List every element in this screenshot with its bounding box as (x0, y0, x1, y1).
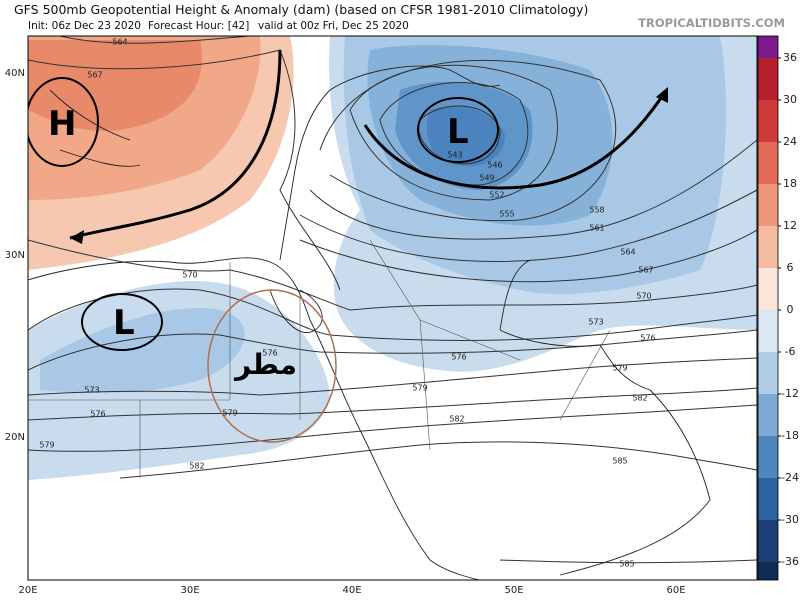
contour-label: 576 (640, 334, 655, 343)
contour-label: 579 (412, 384, 427, 393)
lat-label: 20N (5, 432, 25, 443)
contour-label: 561 (589, 224, 604, 233)
contour-label: 582 (632, 394, 647, 403)
lon-label: 50E (504, 585, 523, 596)
anomaly-cold (426, 106, 505, 167)
contour-label: 567 (87, 71, 102, 80)
contour-label: 582 (449, 415, 464, 424)
contour-label: 582 (189, 462, 204, 471)
high-label: H (48, 104, 76, 144)
contour-label: 552 (489, 191, 504, 200)
lon-label: 40E (342, 585, 361, 596)
colorbar-label: 12 (783, 219, 797, 232)
height-contours (28, 36, 757, 564)
contour-label: 585 (612, 457, 627, 466)
colorbar-label: -24 (781, 471, 799, 484)
contour-label: 576 (451, 353, 466, 362)
colorbar-label: 30 (783, 93, 797, 106)
anomaly-cold (40, 308, 245, 393)
lon-label: 20E (18, 585, 37, 596)
contour-label: 579 (612, 364, 627, 373)
contour-label: 573 (84, 386, 99, 395)
contour-labels: 5645675705735765795825765795435465495525… (39, 38, 655, 569)
colorbar-label: -12 (781, 387, 799, 400)
contour-label: 579 (222, 409, 237, 418)
map-frame (27, 35, 758, 581)
contour-label: 573 (588, 318, 603, 327)
lon-label: 30E (180, 585, 199, 596)
map: H L L مطر 564567570573576579582576579543… (5, 35, 758, 596)
valid-time: valid at 00z Fri, Dec 25 2020 (258, 20, 409, 32)
colorbar-label: -30 (781, 513, 799, 526)
title: GFS 500mb Geopotential Height & Anomaly … (14, 2, 588, 17)
contour-label: 585 (619, 560, 634, 569)
contour-label: 555 (499, 210, 514, 219)
coastlines (28, 65, 711, 580)
contour-label: 570 (636, 292, 651, 301)
lat-label: 40N (5, 68, 25, 79)
contour-label: 567 (638, 266, 653, 275)
low-label: L (447, 112, 469, 152)
colorbar: 36 30 24 18 12 6 0 -6 -12 -18 -24 -30 -36 (757, 35, 799, 581)
rain-label: مطر (233, 348, 297, 381)
contour-label: 576 (90, 410, 105, 419)
colorbar-label: -36 (781, 555, 799, 568)
contour-label: 546 (487, 161, 502, 170)
source: TROPICALTIDBITS.COM (638, 16, 785, 30)
contour-label: 570 (182, 271, 197, 280)
contour-label: 579 (39, 441, 54, 450)
init-time: Init: 06z Dec 23 2020 (28, 20, 141, 32)
contour-label: 558 (589, 206, 604, 215)
colorbar-label: 36 (783, 51, 797, 64)
colorbar-label: 0 (787, 303, 794, 316)
lat-label: 30N (5, 250, 25, 261)
contour-label: 564 (112, 38, 127, 47)
axis-labels: 40N 30N 20N 20E 30E 40E 50E 60E (5, 68, 686, 596)
lon-label: 60E (666, 585, 685, 596)
annotation-drawings (28, 49, 668, 443)
colorbar-label: 24 (783, 135, 797, 148)
contour-label: 543 (447, 151, 462, 160)
low-label: L (113, 303, 135, 343)
colorbar-label: -18 (781, 429, 799, 442)
colorbar-label: -6 (785, 345, 796, 358)
contour-label: 564 (620, 248, 635, 257)
colorbar-label: 18 (783, 177, 797, 190)
colorbar-label: 6 (787, 261, 794, 274)
contour-label: 576 (262, 349, 277, 358)
contour-label: 549 (479, 174, 494, 183)
forecast-hour: Forecast Hour: [42] (148, 20, 249, 32)
